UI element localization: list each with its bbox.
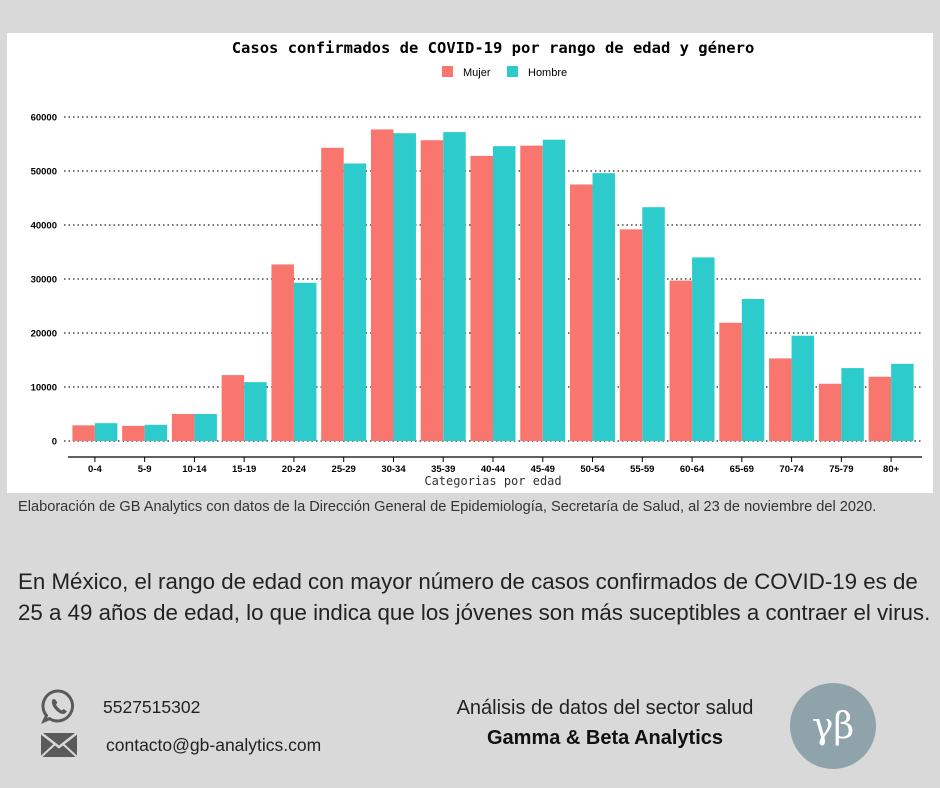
legend-swatch-mujer <box>442 66 453 77</box>
brand-name: Gamma & Beta Analytics <box>486 727 723 749</box>
logo-text: γβ <box>812 706 854 747</box>
bar-hombre-10-14 <box>194 414 217 441</box>
email-address: contacto@gb-analytics.com <box>106 734 322 755</box>
bar-hombre-35-39 <box>443 132 466 441</box>
x-tick-label: 60-64 <box>680 464 705 475</box>
bars <box>72 129 914 442</box>
x-tick-label: 10-14 <box>182 464 207 475</box>
bar-mujer-75-79 <box>818 383 842 441</box>
bar-mujer-55-59 <box>619 229 643 441</box>
bar-hombre-45-49 <box>542 139 566 441</box>
x-tick-label: 20-24 <box>282 464 307 475</box>
x-tick-label: 80+ <box>883 464 900 475</box>
legend-label-mujer: Mujer <box>463 67 491 79</box>
bar-mujer-60-64 <box>669 280 693 441</box>
x-tick-label: 45-49 <box>531 464 555 475</box>
bar-mujer-40-44 <box>470 155 493 441</box>
x-tick-label: 55-59 <box>630 464 654 475</box>
bar-mujer-50-54 <box>570 184 593 441</box>
x-axis-label: Categorias por edad <box>424 474 561 488</box>
bar-hombre-65-69 <box>741 298 765 441</box>
bar-hombre-80+ <box>891 363 914 441</box>
whatsapp-icon <box>40 688 78 726</box>
bar-hombre-75-79 <box>841 368 864 441</box>
bar-hombre-15-19 <box>244 382 267 441</box>
y-tick-label: 30000 <box>31 275 57 286</box>
envelope-icon <box>40 730 78 760</box>
summary-paragraph: En México, el rango de edad con mayor nú… <box>18 569 931 625</box>
x-tick-label: 35-39 <box>431 464 455 475</box>
chart-title: Casos confirmados de COVID-19 por rango … <box>232 39 755 57</box>
x-tick-label: 50-54 <box>580 464 605 475</box>
x-tick-label: 70-74 <box>779 464 804 475</box>
y-tick-label: 60000 <box>31 113 57 124</box>
bar-mujer-25-29 <box>321 147 344 441</box>
x-tick-label: 5-9 <box>138 464 152 475</box>
source-caption: Elaboración de GB Analytics con datos de… <box>18 499 877 515</box>
bar-mujer-70-74 <box>769 358 792 441</box>
bar-hombre-30-34 <box>393 133 416 441</box>
bar-mujer-30-34 <box>370 129 394 442</box>
bar-mujer-45-49 <box>520 145 543 441</box>
phone-row: 5527515302 <box>40 688 200 726</box>
x-tick-label: 25-29 <box>332 464 356 475</box>
bar-mujer-5-9 <box>122 425 145 441</box>
bar-hombre-55-59 <box>642 207 665 441</box>
bar-hombre-5-9 <box>144 424 168 441</box>
legend-label-hombre: Hombre <box>528 67 567 79</box>
phone-number: 5527515302 <box>103 696 201 717</box>
chart-panel: Casos confirmados de COVID-19 por rango … <box>7 33 933 493</box>
legend-swatch-hombre <box>507 66 518 77</box>
x-tick-label: 0-4 <box>88 464 102 475</box>
bar-hombre-25-29 <box>343 163 367 441</box>
bar-mujer-35-39 <box>420 140 444 441</box>
bar-mujer-65-69 <box>719 322 742 441</box>
x-axis: 0-4 5-9 10-14 15-19 20-24 25-29 30-34 35-39 40-4… <box>68 456 922 475</box>
x-tick-label: 40-44 <box>481 464 506 475</box>
y-tick-label: 40000 <box>31 221 57 232</box>
bar-mujer-20-24 <box>271 264 294 441</box>
bar-mujer-0-4 <box>72 425 95 441</box>
bar-mujer-10-14 <box>171 414 195 441</box>
x-tick-label: 15-19 <box>232 464 256 475</box>
y-tick-label: 0 <box>52 437 57 448</box>
bar-hombre-20-24 <box>293 282 317 441</box>
logo-mark: γβ <box>812 706 854 747</box>
bar-mujer-15-19 <box>221 375 245 441</box>
bar-hombre-70-74 <box>791 335 815 441</box>
bar-hombre-50-54 <box>592 173 616 441</box>
y-axis: 0 10000 20000 30000 40000 50000 60000 <box>31 113 57 448</box>
bar-mujer-80+ <box>868 376 892 441</box>
y-tick-label: 50000 <box>31 167 57 178</box>
bar-chart: Casos confirmados de COVID-19 por rango … <box>31 39 922 488</box>
bar-hombre-0-4 <box>94 423 118 441</box>
gamma-beta-logo: γβ <box>790 683 876 769</box>
y-tick-label: 20000 <box>31 329 57 340</box>
legend: Mujer Hombre <box>442 66 567 79</box>
x-tick-label: 75-79 <box>829 464 853 475</box>
email-row: contacto@gb-analytics.com <box>40 730 321 760</box>
brand-tagline: Análisis de datos del sector salud <box>456 697 754 719</box>
x-tick-label: 65-69 <box>730 464 754 475</box>
y-tick-label: 10000 <box>31 383 57 394</box>
bar-hombre-40-44 <box>493 146 516 441</box>
x-tick-label: 30-34 <box>381 464 406 475</box>
bar-hombre-60-64 <box>692 257 715 441</box>
